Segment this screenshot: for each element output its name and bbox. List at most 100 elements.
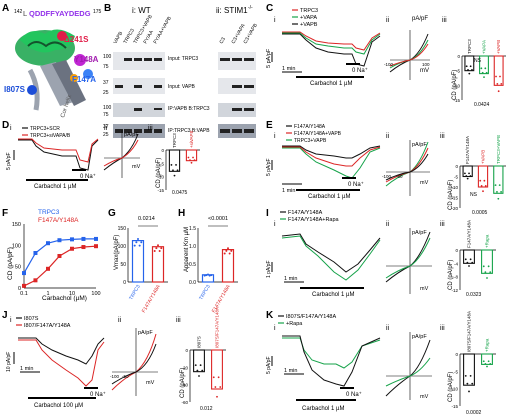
mw-2: 75 — [103, 64, 109, 70]
bar — [479, 55, 489, 75]
trace-e-3 — [282, 147, 381, 179]
bar-point — [471, 261, 474, 264]
f-data-point — [81, 236, 86, 241]
iv-j-tick-1: -100 — [110, 374, 120, 379]
legend-c-3: +VAPB — [300, 22, 318, 28]
sublabel-j-i: i — [10, 317, 12, 324]
barchart-e-iii: 0 -5 -10 -15 -20 F147A/Y148A +VAPB TRPC3+VAPB — [451, 135, 506, 211]
trace-i-1 — [281, 233, 381, 273]
bar-point — [487, 265, 490, 268]
f-data-point — [33, 278, 38, 283]
bar — [211, 349, 223, 390]
bar-ytick-label: -15 — [451, 404, 458, 409]
bar-ytick-label: 0 — [455, 248, 458, 253]
mw-3: 37 — [103, 80, 109, 86]
trace-e-2 — [282, 146, 381, 167]
panel-letter-c: C — [266, 3, 273, 14]
bar-point — [496, 82, 499, 85]
stat-j-p: 0.012 — [200, 406, 213, 412]
bar-point — [170, 164, 173, 166]
trace-j-1 — [18, 337, 105, 365]
panel-letter-j: J — [2, 310, 8, 321]
panel-f: F TRPC3 F147A/Y148A CD (pA/pF) Carbachol… — [2, 208, 101, 302]
f-xlabel: Carbachol (µM) — [42, 295, 87, 302]
trace-i-2 — [281, 235, 381, 281]
legend-j-2: I807/F147A/Y148A — [24, 323, 71, 329]
scale-d: 5 pA/pF — [6, 152, 12, 170]
ko-label-sup: -/- — [248, 5, 253, 11]
stat-c-p: 0.0424 — [474, 102, 490, 108]
bar-point — [483, 76, 485, 79]
bar-ytick-label: -20 — [451, 206, 458, 211]
legend-e-1: F147A/Y148A — [294, 124, 326, 130]
iv-j-2 — [111, 343, 157, 385]
label-k-mutation: Δ241S — [64, 35, 89, 44]
bar-point — [192, 156, 194, 159]
panel-letter-k: K — [266, 310, 274, 321]
f-data-point — [57, 238, 62, 243]
bar-category-label: +siVAPB — [189, 130, 194, 148]
bar-point — [210, 274, 213, 277]
panel-letter-h: H — [178, 208, 185, 219]
bar — [131, 240, 145, 283]
bar-category-label: TRPC3 — [198, 284, 212, 301]
bar-point — [498, 184, 501, 187]
barchart-k-iii: 0 -5 -10 -15 I807S/F147A/Y148A +Rapa — [451, 311, 496, 409]
bar-point — [217, 376, 220, 379]
sublabel-i-i: i — [274, 221, 276, 228]
bar-ytick-label: -4 — [454, 261, 458, 266]
bar — [193, 349, 205, 373]
bar-ytick-label: -5 — [456, 69, 460, 74]
bar-c-ylabel: CD (pA/pF) — [452, 70, 458, 100]
bar-ytick-label: -10 — [451, 387, 458, 392]
f-xtick-label: 1 — [46, 291, 49, 297]
sublabel-k-iii: iii — [440, 325, 445, 332]
bar-category-label: I807S — [197, 336, 202, 348]
bar-ytick-label: -15 — [451, 196, 458, 201]
sublabel-e-ii: ii — [386, 133, 390, 140]
bar-point — [464, 258, 467, 261]
bar-ytick-label: -5 — [454, 369, 458, 374]
barchart-i-iii: 0 -4 -8 -12 F147A/Y148A +Rapa — [451, 220, 496, 293]
f-data-point — [33, 251, 38, 256]
legend-i-1: F147A/Y148A — [288, 210, 323, 216]
legend-c-2: +VAPA — [300, 15, 317, 21]
mw-5: 100 — [103, 105, 112, 111]
bar-category-label: TRPC3 — [128, 284, 142, 301]
bar-point — [484, 271, 487, 274]
bar-point — [228, 252, 231, 255]
bar-category-label: +Rapa — [485, 338, 490, 352]
bar-category-label: +VAPB — [481, 150, 486, 164]
legend-e-3: TRPC3+VAPB — [294, 138, 327, 144]
ko-label: ii: STIM1 — [216, 6, 248, 15]
f-xtick-label: 10 — [69, 291, 75, 297]
bar-point — [494, 184, 497, 187]
bar-point — [471, 382, 474, 385]
bar-category-label: I807S/F147A/Y148A — [467, 311, 472, 352]
bar-point — [160, 247, 163, 250]
trace-j-2 — [18, 339, 105, 387]
sublabel-c-ii: ii — [386, 17, 390, 24]
lane-ko-1: C3 — [219, 36, 228, 45]
bar-point — [482, 265, 485, 268]
bar-point — [480, 67, 483, 70]
panel-letter-f: F — [2, 208, 8, 219]
bar-point — [205, 274, 208, 277]
bar-category-label: TRPC3 — [172, 133, 177, 148]
bar-point — [497, 90, 500, 93]
agonist-i: Carbachol 1 µM — [312, 292, 354, 298]
time-i: 1 min — [284, 276, 297, 282]
iv-k-1 — [385, 339, 431, 397]
blot-bands — [115, 58, 254, 133]
stat-d-p: 0.0475 — [172, 190, 188, 196]
f-data-point — [22, 283, 26, 288]
agonist-d: Carbachol 1 µM — [34, 184, 76, 190]
bar-point — [500, 191, 502, 193]
mw-8: 25 — [103, 132, 109, 138]
bar-point — [481, 71, 484, 74]
bar-point — [497, 197, 500, 200]
bar-point — [187, 156, 190, 159]
iv-c-3 — [389, 43, 429, 67]
bar-ytick-label: 1.0 — [189, 244, 196, 250]
panel-g: G Vmax(pA/pF) 0.0214 0 50 100 150 TRPC3 F147A… — [108, 208, 168, 314]
